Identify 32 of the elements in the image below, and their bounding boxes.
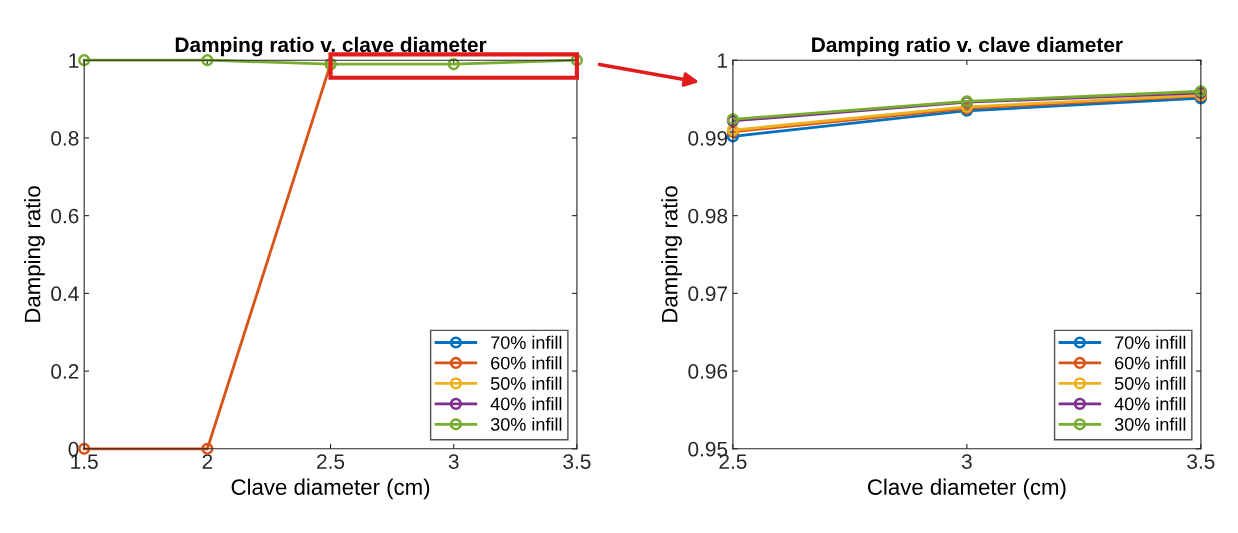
legend-label: 50% infill <box>490 376 562 390</box>
y-tick-label: 0.97 <box>688 286 727 302</box>
legend-label: 40% infill <box>1114 397 1186 411</box>
y-tick-label: 1 <box>718 53 728 68</box>
y-tick-label: 0.6 <box>51 208 79 224</box>
y-tick-label: 0.98 <box>688 208 728 224</box>
x-tick-label: 2.5 <box>317 454 345 469</box>
chart-title: Damping ratio v. clave diameter <box>175 36 487 57</box>
legend-label: 70% infill <box>491 335 562 349</box>
x-tick-label: 3.5 <box>563 454 591 469</box>
legend-label: 40% infill <box>490 397 562 411</box>
y-tick-label: 0.96 <box>688 364 728 379</box>
legend-label: 50% infill <box>1114 376 1186 390</box>
x-axis-title: Clave diameter (cm) <box>231 478 430 500</box>
chart-title: Damping ratio v. clave diameter <box>812 36 1123 57</box>
y-tick-label: 0.4 <box>51 286 79 302</box>
x-tick-label: 2 <box>202 454 213 469</box>
legend-label: 30% infill <box>1114 417 1186 431</box>
x-tick-label: 3.5 <box>1187 454 1215 469</box>
y-axis-title: Damping ratio <box>661 186 682 322</box>
legend-label: 60% infill <box>1115 356 1186 370</box>
legend-label: 30% infill <box>490 417 562 431</box>
x-axis-title: Clave diameter (cm) <box>867 478 1066 500</box>
y-tick-label: 0.2 <box>51 364 79 379</box>
x-tick-label: 3 <box>961 454 972 469</box>
y-tick-label: 1 <box>69 53 79 68</box>
y-tick-label: 0.8 <box>51 130 79 146</box>
y-axis-title: Damping ratio <box>24 186 45 322</box>
x-tick-label: 3 <box>448 454 459 469</box>
legend-label: 60% infill <box>491 356 562 370</box>
y-tick-label: 0.99 <box>688 130 728 146</box>
legend-label: 70% infill <box>1115 335 1186 349</box>
